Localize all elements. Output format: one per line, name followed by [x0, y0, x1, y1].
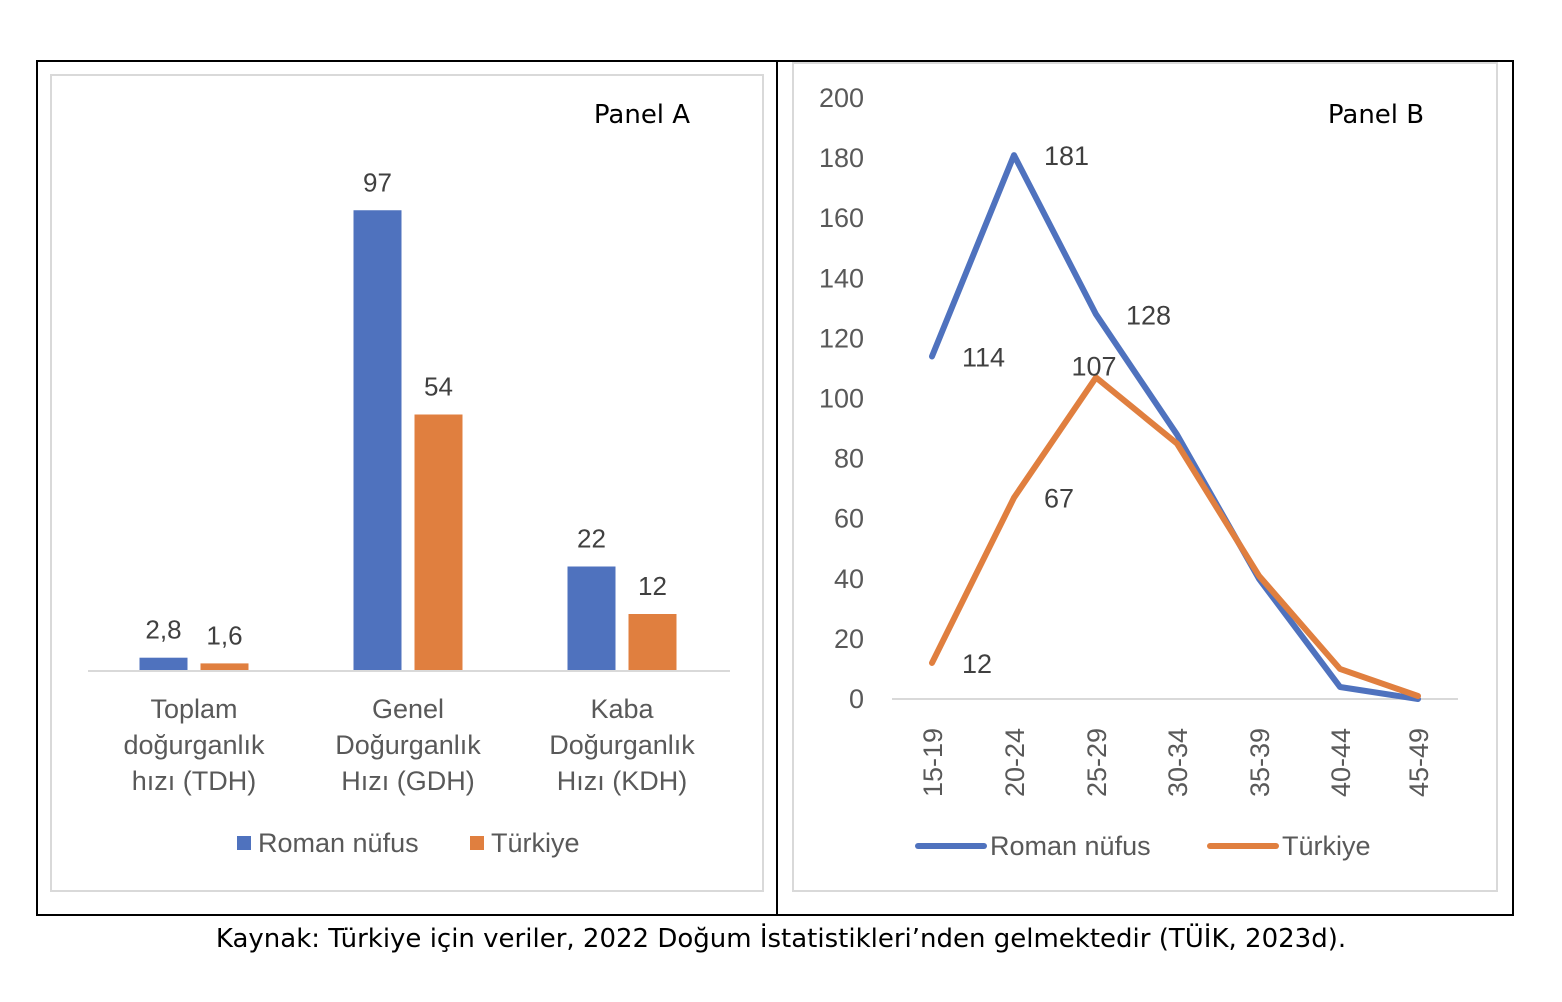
legend-label: Roman nüfus	[990, 831, 1151, 861]
category-label: Doğurganlık	[549, 730, 695, 760]
panel-a-chart: Panel A 2,8 97 22 1,6 54 12 Toplam doğurganlık…	[88, 100, 730, 858]
x-tick-label: 20-24	[1000, 728, 1030, 797]
y-tick-label: 100	[819, 384, 864, 414]
point-value-label: 128	[1126, 300, 1171, 330]
category-label: doğurganlık	[123, 730, 265, 760]
legend-label: Roman nüfus	[258, 828, 419, 858]
panel-b-y-tick-labels: 0 20 40 60 80 100 120 140 160 180 200	[819, 83, 864, 714]
point-value-label: 67	[1044, 484, 1074, 514]
category-label: Kaba	[590, 694, 654, 724]
panel-a-title: Panel A	[594, 100, 690, 130]
panel-a-legend: Roman nüfus Türkiye	[237, 828, 580, 858]
x-tick-label: 25-29	[1082, 728, 1112, 797]
x-tick-label: 30-34	[1163, 728, 1193, 797]
y-tick-label: 60	[834, 504, 864, 534]
category-label: Genel	[372, 694, 444, 724]
x-tick-label: 15-19	[918, 728, 948, 797]
bar-value-label: 97	[363, 167, 392, 197]
bar-value-label: 12	[638, 571, 667, 601]
panel-a-category-labels: Toplam doğurganlık hızı (TDH) Genel Doğurgan…	[123, 694, 695, 796]
point-value-label: 107	[1071, 351, 1116, 381]
y-tick-label: 120	[819, 323, 864, 353]
panel-b-data-labels: 114 181 128 12 67 107	[962, 141, 1171, 679]
y-tick-label: 180	[819, 143, 864, 173]
y-tick-label: 200	[819, 83, 864, 113]
x-tick-label: 45-49	[1404, 728, 1434, 797]
line-türkiye	[929, 374, 1421, 699]
y-tick-label: 20	[834, 624, 864, 654]
panel-b-lines	[929, 152, 1421, 702]
x-tick-label: 40-44	[1326, 728, 1356, 797]
source-caption: Kaynak: Türkiye için veriler, 2022 Doğum…	[215, 924, 1347, 954]
legend-label: Türkiye	[491, 828, 580, 858]
panel-a-data-labels: 2,8 97 22 1,6 54 12	[145, 167, 667, 650]
bar-value-label: 2,8	[145, 615, 181, 645]
panel-divider	[776, 60, 778, 916]
legend-swatch	[237, 836, 251, 850]
line-roman-nüfus	[929, 152, 1421, 702]
point-value-label: 12	[962, 649, 992, 679]
legend-swatch	[470, 836, 484, 850]
category-label: Hızı (GDH)	[341, 766, 474, 796]
y-tick-label: 80	[834, 444, 864, 474]
point-value-label: 114	[962, 342, 1005, 372]
bar-value-label: 1,6	[206, 620, 242, 650]
category-label: Hızı (KDH)	[557, 766, 688, 796]
y-tick-label: 0	[849, 684, 864, 714]
panel-a-frame	[50, 74, 764, 892]
panel-b-frame	[792, 62, 1498, 892]
bar-roman-nüfus-2	[567, 566, 616, 671]
bar-türkiye-1	[414, 414, 463, 671]
y-tick-label: 160	[819, 203, 864, 233]
panel-b-title: Panel B	[1328, 100, 1424, 130]
panel-b-x-tick-labels: 15-19 20-24 25-29 30-34 35-39 40-44 45-49	[918, 728, 1434, 797]
category-label: hızı (TDH)	[132, 766, 257, 796]
category-label: Toplam	[150, 694, 237, 724]
x-tick-label: 35-39	[1245, 728, 1275, 797]
bar-türkiye-2	[628, 614, 677, 671]
bar-roman-nüfus-0	[139, 657, 188, 671]
panel-b-legend: Roman nüfus Türkiye	[915, 831, 1371, 861]
bar-value-label: 54	[424, 372, 453, 402]
y-tick-label: 140	[819, 263, 864, 293]
bar-türkiye-0	[200, 663, 249, 671]
figure-border	[36, 60, 1514, 916]
y-tick-label: 40	[834, 564, 864, 594]
panel-a-bars	[139, 210, 677, 671]
bar-roman-nüfus-1	[353, 210, 402, 671]
category-label: Doğurganlık	[335, 730, 481, 760]
legend-label: Türkiye	[1282, 831, 1371, 861]
point-value-label: 181	[1044, 141, 1089, 171]
bar-value-label: 22	[577, 524, 606, 554]
panel-b-chart: Panel B 0 20 40 60 80 100 120 140 160 180 200 15-1…	[819, 83, 1458, 861]
